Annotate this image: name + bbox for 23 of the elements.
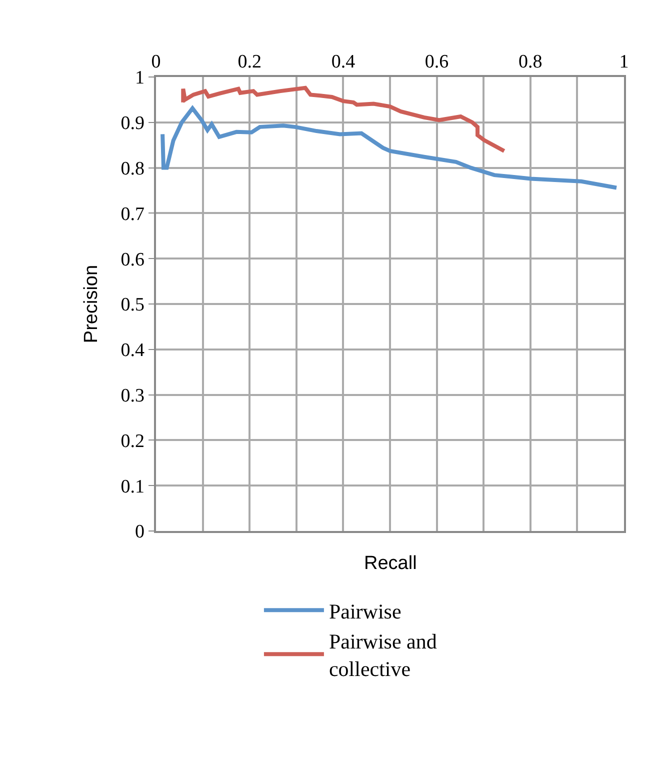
y-tick-label: 0.7 [120, 204, 144, 225]
y-axis-title: Precision [81, 264, 102, 344]
y-tick-label: 0.4 [120, 340, 145, 362]
x-tick-label: 1 [619, 52, 629, 73]
x-tick-label: 0.4 [331, 52, 356, 73]
y-tick-label: 0.3 [120, 385, 144, 406]
x-tick-label: 0 [151, 52, 161, 73]
x-tick-label: 0.6 [424, 52, 449, 73]
y-tick-label: 1 [134, 68, 144, 89]
legend-label: Pairwise [328, 599, 402, 624]
x-axis-title: Recall [364, 553, 417, 574]
x-tick-label: 0.2 [238, 52, 262, 73]
legend-label: Pairwise and collective [328, 630, 438, 681]
y-tick-label: 0.5 [120, 294, 144, 316]
x-tick-label: 0.8 [518, 52, 542, 73]
y-tick-label: 0.1 [120, 476, 144, 498]
y-tick-label: 0.6 [120, 249, 144, 270]
y-tick-label: 0.9 [120, 113, 144, 134]
y-tick-label: 0.8 [120, 158, 144, 180]
y-tick-label: 0 [134, 522, 144, 543]
line-series [160, 106, 619, 190]
line-series [181, 86, 506, 153]
y-tick-label: 0.2 [120, 430, 144, 452]
